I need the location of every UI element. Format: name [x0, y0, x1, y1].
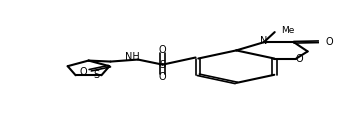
Text: NH: NH	[125, 52, 140, 62]
Text: S: S	[93, 70, 99, 80]
Text: N: N	[260, 36, 267, 46]
Text: O: O	[326, 37, 333, 47]
Text: Me: Me	[281, 26, 295, 35]
Text: O: O	[159, 72, 166, 82]
Text: S: S	[160, 60, 166, 70]
Text: O: O	[159, 45, 166, 55]
Text: O: O	[80, 67, 87, 77]
Text: O: O	[295, 54, 303, 63]
